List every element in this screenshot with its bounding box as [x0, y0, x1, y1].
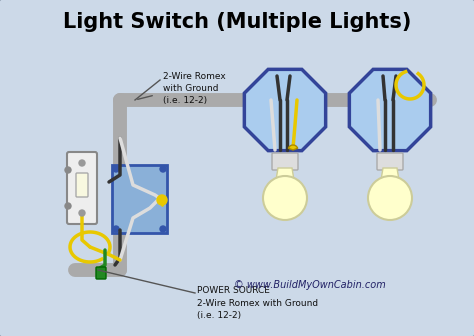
Text: Light Switch (Multiple Lights): Light Switch (Multiple Lights) — [63, 12, 411, 32]
Polygon shape — [245, 69, 326, 151]
FancyBboxPatch shape — [76, 173, 88, 197]
FancyBboxPatch shape — [96, 267, 106, 279]
Polygon shape — [381, 168, 399, 180]
Circle shape — [263, 176, 307, 220]
Circle shape — [79, 160, 85, 166]
FancyBboxPatch shape — [67, 152, 97, 224]
Circle shape — [113, 166, 119, 172]
FancyBboxPatch shape — [377, 153, 403, 170]
Circle shape — [160, 226, 166, 232]
Circle shape — [113, 226, 119, 232]
Circle shape — [157, 195, 167, 205]
Polygon shape — [349, 69, 431, 151]
Circle shape — [79, 210, 85, 216]
Circle shape — [65, 203, 71, 209]
Wedge shape — [288, 145, 298, 150]
Polygon shape — [276, 168, 294, 180]
Circle shape — [160, 166, 166, 172]
Text: © www.BuildMyOwnCabin.com: © www.BuildMyOwnCabin.com — [234, 280, 386, 290]
Circle shape — [65, 167, 71, 173]
FancyBboxPatch shape — [112, 165, 167, 233]
Text: 2-Wire Romex
with Ground
(i.e. 12-2): 2-Wire Romex with Ground (i.e. 12-2) — [163, 72, 226, 104]
Text: POWER SOURCE
2-Wire Romex with Ground
(i.e. 12-2): POWER SOURCE 2-Wire Romex with Ground (i… — [197, 286, 318, 320]
Circle shape — [368, 176, 412, 220]
FancyBboxPatch shape — [272, 153, 298, 170]
